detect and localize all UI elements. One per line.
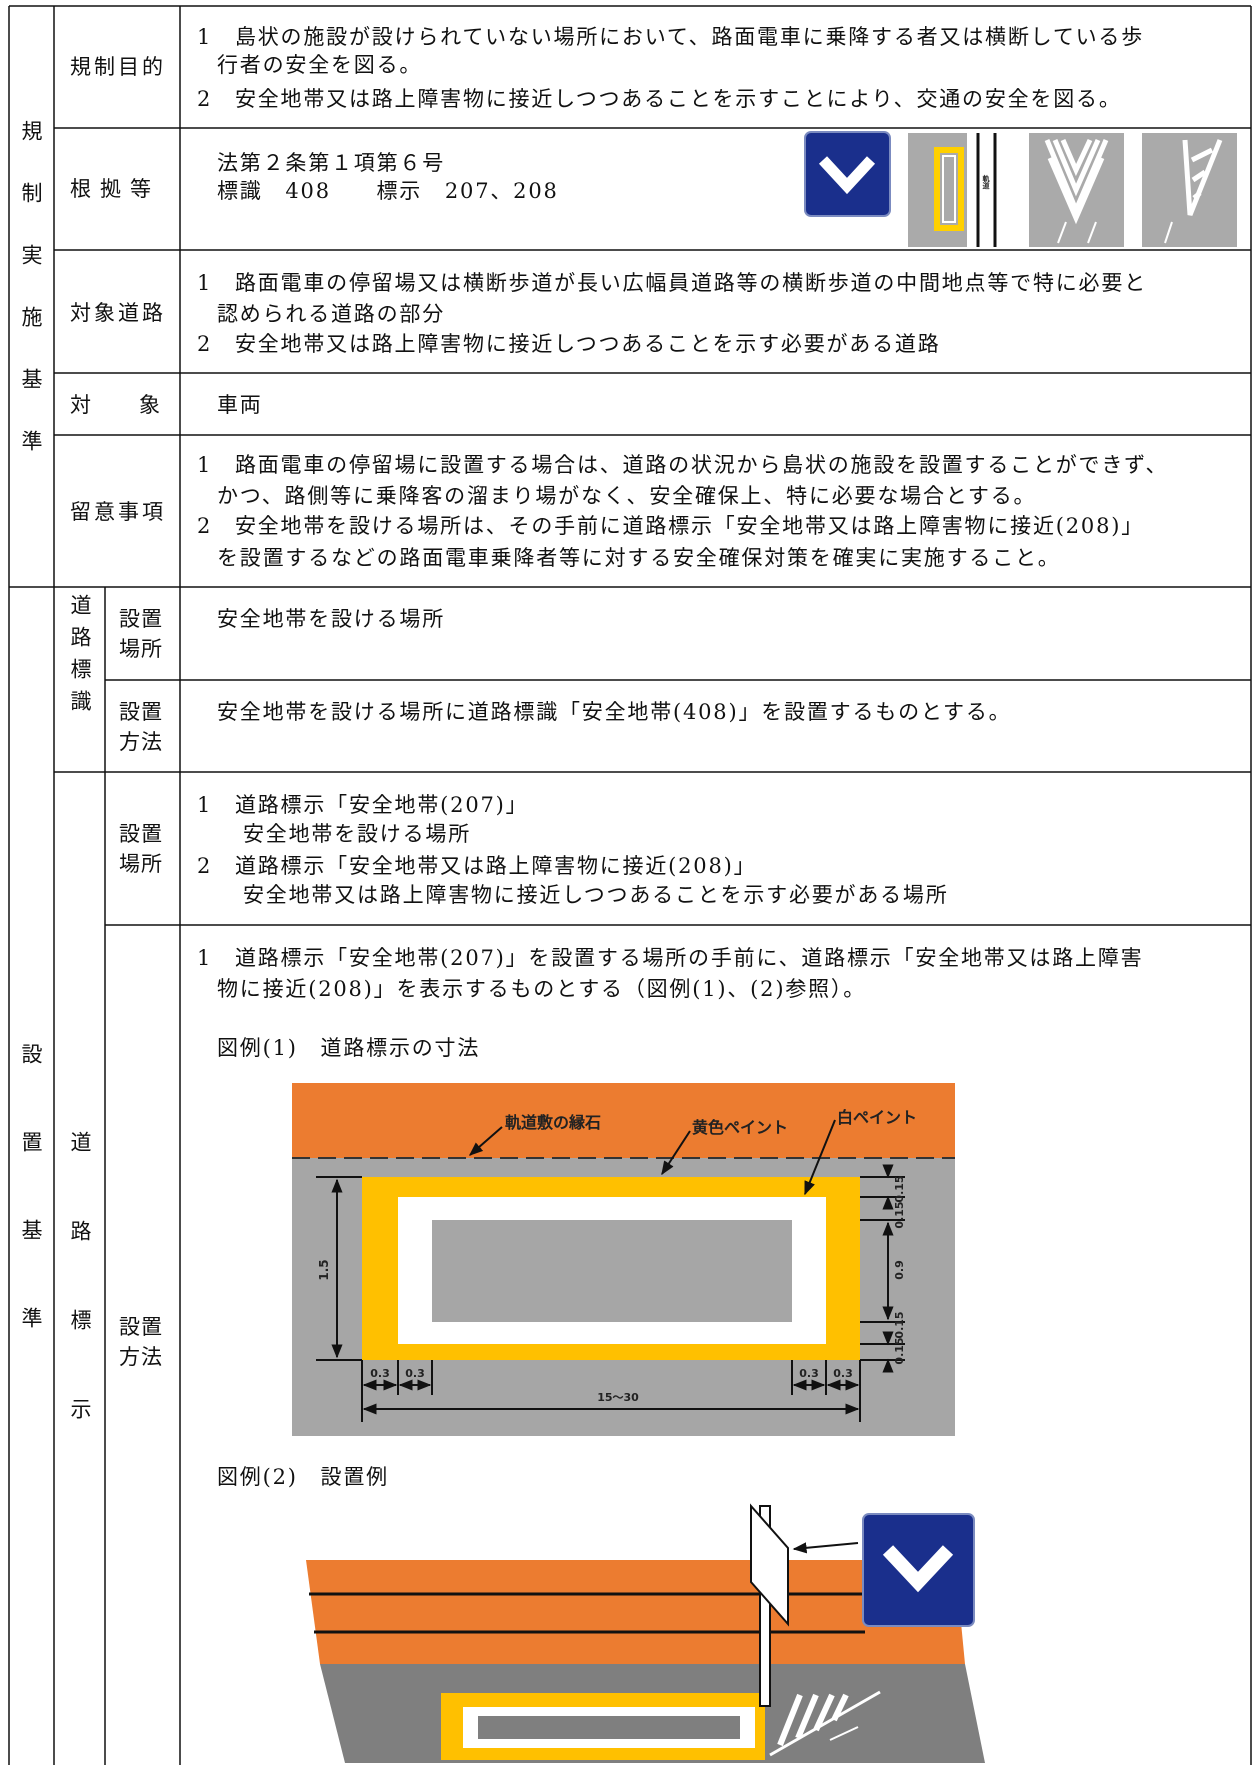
text-line: かつ、路側等に乗降客の溜まり場がなく、安全確保上、特に必要な場合とする。 (217, 484, 1037, 508)
figure-label: 黄色ペイント (692, 1118, 788, 1137)
text-line: 2 道路標示「安全地帯又は路上障害物に接近(208)」 (197, 854, 757, 878)
figure-2-diagram (306, 1503, 985, 1763)
text-line: 認められる道路の部分 (217, 302, 445, 326)
text-line: 行者の安全を図る。 (217, 53, 423, 77)
row-label: 対象 (70, 393, 208, 417)
dimension: 0.3 (405, 1367, 425, 1380)
text-line: 2 安全地帯又は路上障害物に接近しつつあることを示すことにより、交通の安全を図る… (197, 87, 1122, 111)
row-label: 設置方法 (119, 1315, 163, 1369)
text-line: 安全地帯又は路上障害物に接近しつつあることを示す必要がある場所 (243, 883, 949, 907)
row-label: 設置場所 (119, 607, 163, 661)
dimension: 0.3 (799, 1367, 819, 1380)
sign-408-icon (804, 131, 891, 217)
figure-caption: 図例(1) 道路標示の寸法 (217, 1036, 481, 1060)
text-line: 安全地帯を設ける場所 (217, 607, 445, 631)
dimension: 0.15 (893, 1311, 906, 1338)
figure-label: 軌道敷の縁石 (505, 1113, 601, 1132)
table-lines (8, 5, 1252, 1765)
sub-heading: 道路標識 (68, 594, 92, 722)
text-line: を設置するなどの路面電車乗降者等に対する安全確保対策を確実に実施すること。 (217, 546, 1061, 570)
dimension: 15～30 (597, 1391, 639, 1404)
row-label: 規制目的 (70, 55, 166, 79)
dimension: 1.5 (317, 1259, 331, 1280)
row-label: 設置方法 (119, 700, 163, 754)
dimension: 0.3 (370, 1367, 390, 1380)
figure-label: 白ペイント (837, 1108, 917, 1127)
marking-208-icon (1029, 133, 1237, 247)
text-line: 2 安全地帯又は路上障害物に接近しつつあることを示す必要がある道路 (197, 332, 941, 356)
text-line: 物に接近(208)」を表示するものとする（図例(1)、(2)参照）。 (217, 977, 867, 1001)
sub-heading: 道路標示 (68, 1131, 92, 1487)
text-line: 1 島状の施設が設けられていない場所において、路面電車に乗降する者又は横断してい… (197, 25, 1145, 49)
row-label: 留意事項 (70, 500, 166, 524)
figure-caption: 図例(2) 設置例 (217, 1465, 389, 1489)
row-label: 対象道路 (70, 301, 166, 325)
text-line: 1 路面電車の停留場に設置する場合は、道路の状況から島状の施設を設置することがで… (197, 453, 1169, 477)
row-label: 根拠等 (70, 177, 160, 201)
row-label: 設置場所 (119, 822, 163, 876)
dimension: 0.3 (833, 1367, 853, 1380)
text-line: 法第２条第１項第６号 (217, 151, 445, 175)
text-line: 安全地帯を設ける場所に道路標識「安全地帯(408)」を設置するものとする。 (217, 700, 1012, 724)
text-line: 標識 408 標示 207、208 (217, 179, 559, 203)
dimension: 0.15 (893, 1201, 906, 1228)
text-line: 安全地帯を設ける場所 (243, 822, 471, 846)
text-line: 1 道路標示「安全地帯(207)」を設置する場所の手前に、道路標示「安全地帯又は… (197, 946, 1144, 970)
dimension: 0.15 (893, 1337, 906, 1364)
text-line: 1 道路標示「安全地帯(207)」 (197, 793, 529, 817)
dimension: 0.15 (893, 1175, 906, 1202)
text-line: 2 安全地帯を設ける場所は、その手前に道路標示「安全地帯又は路上障害物に接近(2… (197, 514, 1145, 538)
text-line: 1 路面電車の停留場又は横断歩道が長い広幅員道路等の横断歩道の中間地点等で特に必… (197, 271, 1147, 295)
image-text: 軌道 (982, 174, 990, 190)
figure-1-diagram (292, 1083, 955, 1436)
section-heading: 規制実施基準 (19, 120, 43, 492)
dimension: 0.9 (893, 1260, 906, 1280)
text-line: 車両 (217, 393, 263, 417)
marking-207-icon (908, 133, 997, 247)
section-heading: 設置基準 (19, 1043, 43, 1395)
